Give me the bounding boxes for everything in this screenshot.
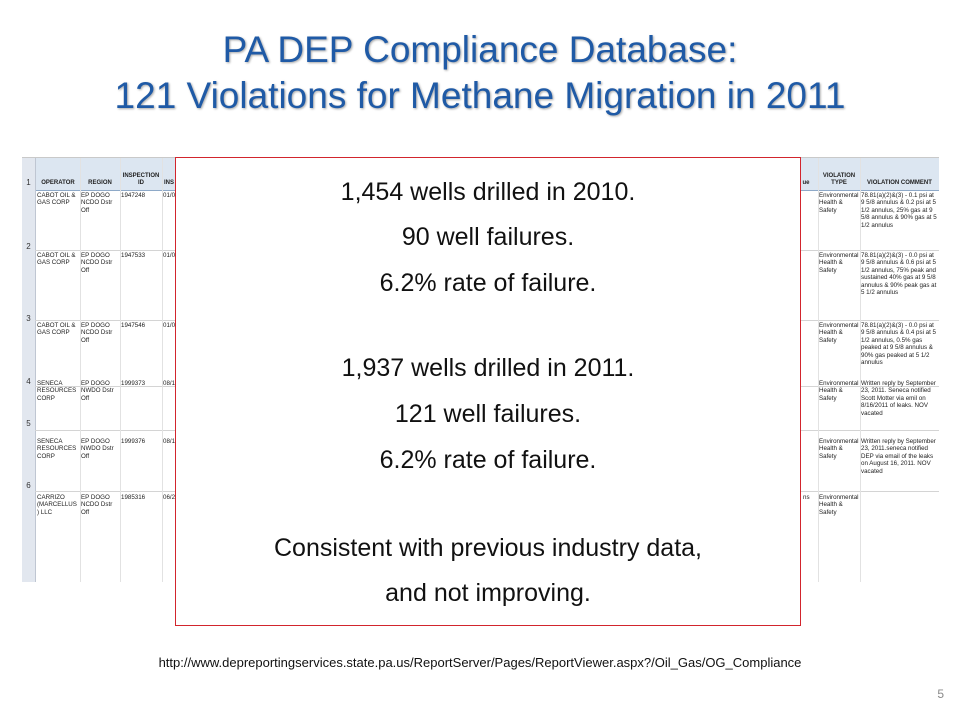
conclusion-line-1: Consistent with previous industry data, (274, 534, 702, 562)
stat-line-failures-2010: 90 well failures. (401, 223, 575, 251)
row-number: 3 (26, 314, 31, 323)
cell-region: EP DOGO NCDO Dstr Off (81, 192, 113, 214)
cell-inspection-id: 1985316 (121, 494, 146, 501)
cell-operator: CABOT OIL & GAS CORP (37, 322, 76, 337)
header-region: REGION (88, 180, 112, 186)
cell-operator: SENECA RESOURCES CORP (37, 380, 77, 402)
page-number: 5 (937, 687, 944, 701)
header-violation-type: VIOLATION TYPE (822, 173, 856, 186)
cell-region: EP DOGO NWDO Dstr Off (81, 438, 114, 460)
cell-violation-type: Environmental Health & Safety (819, 494, 859, 516)
row-number: 4 (26, 377, 31, 386)
cell-inspection-id: 1947546 (121, 322, 146, 329)
col-divider (818, 158, 819, 582)
cell-ins: 08/1 (163, 380, 176, 387)
row-number: 1 (26, 178, 31, 187)
cell-violation-comment: 78.81(a)(2)&(3) - 0.0 psi at 9 5/8 annul… (861, 252, 937, 297)
stat-line-rate-2011: 6.2% rate of failure. (379, 446, 597, 474)
cell-violation-comment: Written reply by September 23, 2011.sene… (861, 438, 936, 475)
cell-violation-type: Environmental Health & Safety (819, 380, 859, 402)
cell-ins: 01/0 (163, 322, 176, 329)
cell-violation-type: Environmental Health & Safety (819, 192, 859, 214)
col-divider (120, 158, 121, 582)
row-number: 6 (26, 481, 31, 490)
source-url: http://www.depreportingservices.state.pa… (158, 655, 802, 670)
cell-violation-type: Environmental Health & Safety (819, 322, 859, 344)
cell-ins: 06/2 (163, 494, 176, 501)
header-partial: ue (802, 180, 810, 186)
header-inspection-id: INSPECTION ID (122, 173, 160, 186)
stat-line-wells-2010: 1,454 wells drilled in 2010. (340, 178, 636, 206)
cell-violation-type: Environmental Health & Safety (819, 438, 859, 460)
conclusion-line-2: and not improving. (385, 579, 591, 607)
header-operator: OPERATOR (41, 180, 75, 186)
cell-region: EP DOGO NCDO Dstr Off (81, 252, 113, 274)
cell-inspection-id: 1999376 (121, 438, 146, 445)
cell-ins: 01/0 (163, 252, 176, 259)
cell-operator: SENECA RESOURCES CORP (37, 438, 77, 460)
cell-region: EP DOGO NWDO Dstr Off (81, 380, 114, 402)
row-number-column: 1 2 3 4 5 6 (22, 158, 36, 582)
cell-violation-comment: 78.81(a)(2)&(3) - 0.1 psi at 9 5/8 annul… (861, 192, 937, 229)
cell-ins: 08/1 (163, 438, 176, 445)
cell-operator: CARRIZO (MARCELLUS ) LLC (37, 494, 77, 516)
cell-inspection-id: 1947248 (121, 192, 146, 199)
row-number: 5 (26, 419, 31, 428)
stat-line-wells-2011: 1,937 wells drilled in 2011. (341, 354, 635, 382)
row-number: 2 (26, 242, 31, 251)
header-violation-comment: VIOLATION COMMENT (867, 180, 932, 186)
col-divider (80, 158, 81, 582)
slide-title-line-1: PA DEP Compliance Database: (222, 29, 738, 70)
cell-inspection-id: 1999373 (121, 380, 146, 387)
stat-line-rate-2010: 6.2% rate of failure. (379, 269, 597, 297)
col-divider (162, 158, 163, 582)
cell-region: EP DOGO NCDO Dstr Off (81, 322, 113, 344)
stat-line-failures-2011: 121 well failures. (394, 400, 582, 428)
cell-violation-type: Environmental Health & Safety (819, 252, 859, 274)
cell-violation-comment: 78.81(a)(2)&(3) - 0.0 psi at 9 5/8 annul… (861, 322, 936, 367)
cell-region: EP DOGO NCDO Dstr Off (81, 494, 113, 516)
cell-operator: CABOT OIL & GAS CORP (37, 252, 76, 267)
cell-inspection-id: 1947533 (121, 252, 146, 259)
header-ins: INS (163, 180, 174, 186)
col-divider (860, 158, 861, 582)
slide-title-line-2: 121 Violations for Methane Migration in … (114, 75, 846, 116)
cell-partial: ns (803, 494, 810, 501)
cell-operator: CABOT OIL & GAS CORP (37, 192, 76, 207)
cell-violation-comment: Written reply by September 23, 2011. Sen… (861, 380, 936, 417)
statistics-callout-box: 1,454 wells drilled in 2010. 90 well fai… (175, 157, 801, 626)
cell-ins: 01/0 (163, 192, 176, 199)
